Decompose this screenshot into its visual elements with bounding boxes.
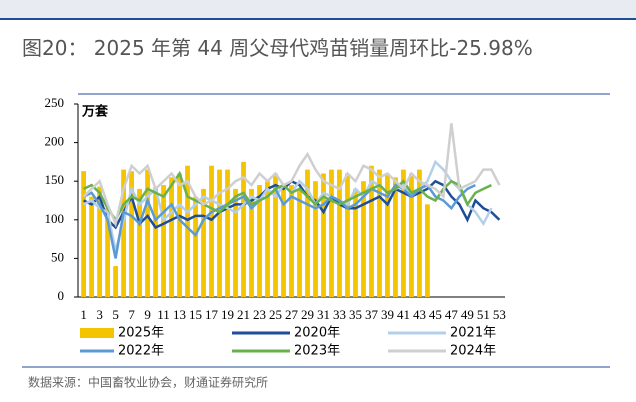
bar — [209, 165, 214, 297]
x-tick-label: 39 — [381, 307, 394, 322]
bar — [217, 169, 222, 297]
bar — [369, 165, 374, 297]
bar — [329, 169, 334, 297]
x-tick-label: 45 — [429, 307, 442, 322]
x-tick-label: 3 — [96, 307, 103, 322]
x-tick-label: 31 — [317, 307, 330, 322]
bar — [337, 169, 342, 297]
bar — [409, 173, 414, 297]
x-tick-label: 21 — [237, 307, 250, 322]
x-tick-label: 17 — [205, 307, 219, 322]
legend-label: 2023年 — [294, 344, 340, 359]
bar — [417, 169, 422, 297]
x-tick-label: 27 — [285, 307, 299, 322]
bar — [129, 171, 134, 297]
y-tick-label: 200 — [45, 134, 65, 149]
y-tick-label: 250 — [45, 95, 65, 110]
header-strip — [0, 0, 636, 18]
bar — [137, 188, 142, 297]
bar — [313, 181, 318, 297]
x-tick-label: 5 — [112, 307, 119, 322]
legend-swatch — [80, 328, 114, 338]
chart-title: 图20： 2025 年第 44 周父母代鸡苗销量周环比-25.98% — [22, 36, 533, 60]
x-tick-label: 53 — [493, 307, 506, 322]
x-tick-label: 13 — [173, 307, 186, 322]
bar — [225, 169, 230, 297]
bar — [145, 169, 150, 297]
y-tick-label: 150 — [45, 172, 65, 187]
x-tick-label: 51 — [477, 307, 490, 322]
x-tick-label: 19 — [221, 307, 234, 322]
bar — [345, 173, 350, 297]
source: 数据来源：中国畜牧业协会，财通证券研究所 — [28, 375, 268, 390]
legend-label: 2025年 — [118, 326, 164, 341]
bar — [113, 266, 118, 297]
x-tick-label: 47 — [445, 307, 459, 322]
x-tick-label: 15 — [189, 307, 202, 322]
bar — [153, 187, 158, 297]
x-tick-label: 23 — [253, 307, 266, 322]
x-tick-label: 37 — [365, 307, 379, 322]
line — [83, 183, 476, 259]
bar — [361, 181, 366, 297]
bar — [281, 185, 286, 297]
bar — [257, 185, 262, 297]
bar — [297, 188, 302, 297]
line — [83, 170, 492, 223]
bar — [385, 173, 390, 297]
y-tick-label: 0 — [58, 288, 65, 303]
legend-label: 2020年 — [294, 326, 340, 341]
bar — [97, 186, 102, 297]
legend-label: 2022年 — [118, 344, 164, 359]
bar — [249, 188, 254, 297]
bar — [321, 173, 326, 297]
x-tick-label: 9 — [144, 307, 151, 322]
x-tick-label: 11 — [157, 307, 170, 322]
legend-label: 2024年 — [450, 344, 496, 359]
bar — [377, 169, 382, 297]
x-tick-label: 49 — [461, 307, 474, 322]
y-tick-label: 100 — [45, 211, 65, 226]
line — [82, 123, 501, 228]
bar — [105, 208, 110, 297]
bar — [393, 177, 398, 297]
bar — [305, 169, 310, 297]
bar — [185, 165, 190, 297]
bar — [353, 188, 358, 297]
bar — [233, 188, 238, 297]
bar — [193, 196, 198, 297]
bar — [121, 169, 126, 297]
unit-label: 万套 — [81, 104, 109, 120]
bar — [89, 196, 94, 297]
bar — [265, 181, 270, 297]
x-tick-label: 7 — [128, 307, 135, 322]
y-tick-label: 50 — [51, 249, 64, 264]
x-tick-label: 25 — [269, 307, 282, 322]
legend-label: 2021年 — [450, 326, 496, 341]
bar — [289, 185, 294, 297]
bar — [177, 173, 182, 297]
x-tick-label: 43 — [413, 307, 426, 322]
x-tick-label: 41 — [397, 307, 410, 322]
bar — [161, 185, 166, 297]
bar — [169, 177, 174, 297]
x-tick-label: 35 — [349, 307, 362, 322]
bar — [81, 171, 86, 297]
bar — [201, 188, 206, 297]
bar — [401, 169, 406, 297]
x-tick-label: 29 — [301, 307, 314, 322]
bar — [241, 161, 246, 297]
bar — [273, 173, 278, 297]
x-tick-label: 33 — [333, 307, 346, 322]
bar — [425, 204, 430, 297]
x-tick-label: 1 — [80, 307, 87, 322]
